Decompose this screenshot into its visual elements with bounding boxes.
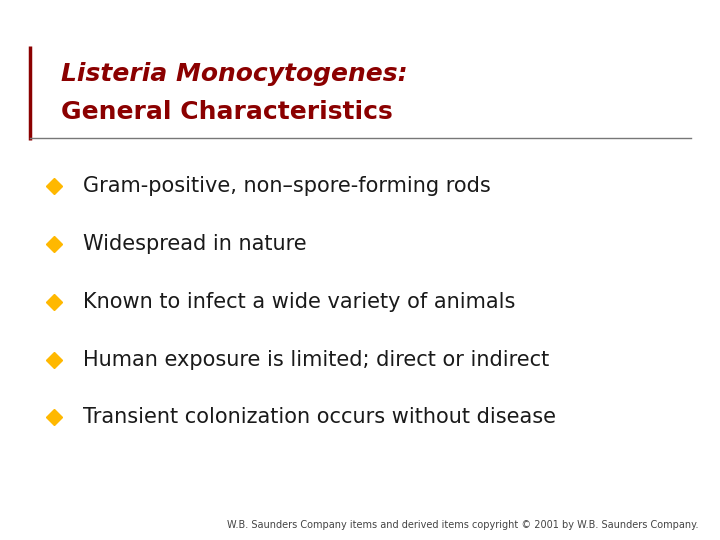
Text: Widespread in nature: Widespread in nature [83,234,307,254]
Text: Gram-positive, non–spore-forming rods: Gram-positive, non–spore-forming rods [83,176,490,197]
Text: Human exposure is limited; direct or indirect: Human exposure is limited; direct or ind… [83,349,549,370]
Text: Known to infect a wide variety of animals: Known to infect a wide variety of animal… [83,292,516,312]
Text: Transient colonization occurs without disease: Transient colonization occurs without di… [83,407,556,428]
Text: General Characteristics: General Characteristics [61,100,393,124]
Text: W.B. Saunders Company items and derived items copyright © 2001 by W.B. Saunders : W.B. Saunders Company items and derived … [227,520,698,530]
Text: Listeria Monocytogenes:: Listeria Monocytogenes: [61,62,408,86]
